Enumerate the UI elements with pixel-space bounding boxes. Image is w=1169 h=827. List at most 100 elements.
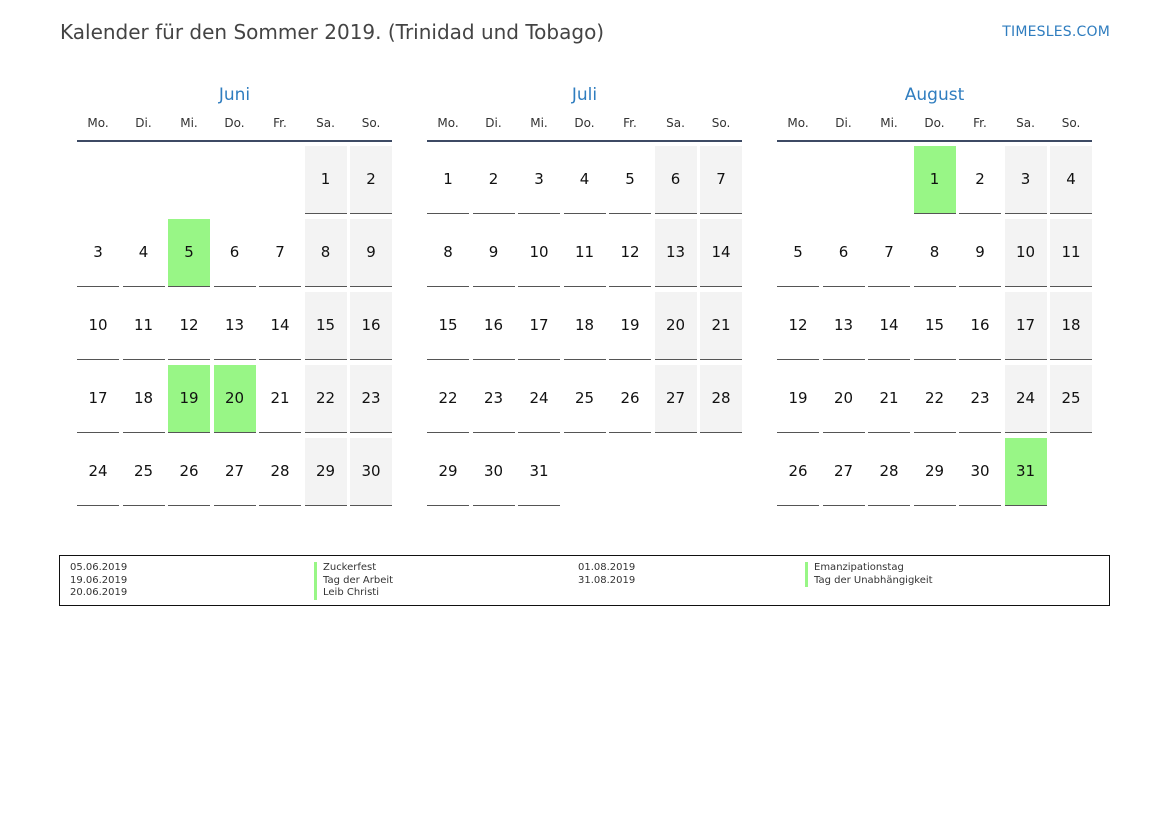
day-cell: 23	[959, 365, 1001, 433]
month-name: Juli	[571, 85, 598, 105]
day-cell: 21	[700, 292, 742, 360]
day-grid: 1 2 3 4 5 6 7 8 9 10 11 12 13 14 15 16 17 18 19 20 21 22 23 24 2…	[777, 142, 1092, 512]
day-cell: 18	[1050, 292, 1092, 360]
day-cell: 26	[168, 438, 210, 506]
holiday-day-cell: 19	[168, 365, 210, 433]
day-cell: 23	[472, 365, 515, 433]
day-cell: 15	[427, 292, 469, 360]
day-cell: 6	[822, 219, 865, 287]
day-cell: 21	[259, 365, 301, 433]
legend-names-right: Emanzipationstag Tag der Unabhängigkeit	[805, 562, 933, 587]
day-cell: 2	[959, 146, 1001, 214]
legend-holiday-name: Tag der Arbeit	[314, 574, 393, 587]
day-cell: 14	[700, 219, 742, 287]
weekday-label: Fr.	[623, 116, 637, 130]
day-cell: 11	[563, 219, 606, 287]
day-cell: 20	[654, 292, 697, 360]
day-cell: 28	[259, 438, 301, 506]
day-cell: 3	[1004, 146, 1047, 214]
day-cell: 7	[259, 219, 301, 287]
day-cell: 9	[350, 219, 392, 287]
weekday-label: Di.	[835, 116, 852, 130]
day-cell: 13	[822, 292, 865, 360]
day-cell: 8	[427, 219, 469, 287]
day-cell: 4	[563, 146, 606, 214]
day-cell: 29	[427, 438, 469, 506]
day-cell: 11	[122, 292, 165, 360]
weekday-label: Do.	[574, 116, 595, 130]
day-cell: 25	[563, 365, 606, 433]
day-cell: 8	[913, 219, 956, 287]
day-cell: 17	[77, 365, 119, 433]
weekday-label: Do.	[924, 116, 945, 130]
weekday-label: So.	[361, 116, 381, 130]
day-cell: 22	[913, 365, 956, 433]
legend-holiday-name: Tag der Unabhängigkeit	[805, 574, 933, 587]
day-cell: 22	[304, 365, 347, 433]
day-cell: 28	[868, 438, 910, 506]
day-cell: 6	[213, 219, 256, 287]
day-cell: 25	[122, 438, 165, 506]
day-cell: 21	[868, 365, 910, 433]
legend-date: 01.08.2019	[578, 562, 636, 573]
weekday-label: Mo.	[787, 116, 809, 130]
day-cell: 1	[427, 146, 469, 214]
weekday-label: Mi.	[880, 116, 898, 130]
holiday-day-cell: 31	[1004, 438, 1047, 506]
day-cell: 10	[1004, 219, 1047, 287]
day-cell: 12	[609, 219, 651, 287]
day-cell: 30	[472, 438, 515, 506]
weekday-label: Sa.	[1016, 116, 1035, 130]
site-link[interactable]: TIMESLES.COM	[1002, 24, 1110, 40]
day-cell: 9	[472, 219, 515, 287]
day-cell: 30	[959, 438, 1001, 506]
holiday-day-cell: 1	[913, 146, 956, 214]
month-august: August Mo. Di. Mi. Do. Fr. Sa. So. 1 2 3 4 5 6 7 8 9 10…	[777, 84, 1092, 512]
day-cell: 2	[472, 146, 515, 214]
weekday-header: Mo. Di. Mi. Do. Fr. Sa. So.	[77, 114, 392, 142]
day-cell: 25	[1050, 365, 1092, 433]
day-cell: 17	[1004, 292, 1047, 360]
day-cell: 6	[654, 146, 697, 214]
weekday-label: Mi.	[530, 116, 548, 130]
holiday-day-cell: 5	[168, 219, 210, 287]
weekday-label: So.	[711, 116, 731, 130]
day-cell: 15	[913, 292, 956, 360]
day-grid: 1 2 3 4 5 6 7 8 9 10 11 12 13 14 15 16 17 18 19 20 21 22 23 24 2…	[77, 142, 392, 512]
weekday-label: Sa.	[316, 116, 335, 130]
month-name: Juni	[218, 85, 251, 105]
weekday-header: Mo. Di. Mi. Do. Fr. Sa. So.	[777, 114, 1092, 142]
month-june: Juni Mo. Di. Mi. Do. Fr. Sa. So. 1 2 3 4 5 6 7 8 9 10 11…	[77, 84, 392, 512]
weekday-label: Mi.	[180, 116, 198, 130]
day-cell: 13	[213, 292, 256, 360]
day-cell: 26	[609, 365, 651, 433]
day-cell: 5	[777, 219, 819, 287]
weekday-header: Mo. Di. Mi. Do. Fr. Sa. So.	[427, 114, 742, 142]
day-cell: 16	[350, 292, 392, 360]
page-title: Kalender für den Sommer 2019. (Trinidad …	[60, 20, 605, 44]
day-cell: 27	[654, 365, 697, 433]
legend-date: 05.06.2019	[70, 562, 128, 573]
day-cell: 9	[959, 219, 1001, 287]
legend-dates-right: 01.08.2019 31.08.2019	[578, 562, 635, 587]
day-cell: 12	[777, 292, 819, 360]
day-cell: 3	[518, 146, 560, 214]
day-cell: 2	[350, 146, 392, 214]
day-cell: 13	[654, 219, 697, 287]
weekday-label: Mo.	[437, 116, 459, 130]
month-name: August	[904, 85, 965, 105]
legend-holiday-name: Leib Christi	[314, 587, 393, 600]
legend-names-left: Zuckerfest Tag der Arbeit Leib Christi	[314, 562, 393, 600]
day-cell: 16	[472, 292, 515, 360]
day-cell: 30	[350, 438, 392, 506]
day-cell: 16	[959, 292, 1001, 360]
holiday-day-cell: 20	[213, 365, 256, 433]
day-cell: 12	[168, 292, 210, 360]
day-cell: 1	[304, 146, 347, 214]
day-cell: 15	[304, 292, 347, 360]
day-cell: 26	[777, 438, 819, 506]
day-cell: 10	[518, 219, 560, 287]
day-cell: 4	[122, 219, 165, 287]
day-cell: 5	[609, 146, 651, 214]
day-cell: 27	[213, 438, 256, 506]
